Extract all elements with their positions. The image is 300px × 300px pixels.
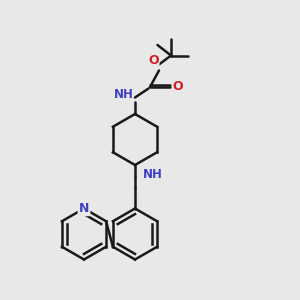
Text: O: O	[172, 80, 183, 94]
Text: NH: NH	[114, 88, 134, 100]
Text: NH: NH	[142, 167, 162, 181]
Text: N: N	[79, 202, 89, 215]
Text: O: O	[148, 55, 159, 68]
